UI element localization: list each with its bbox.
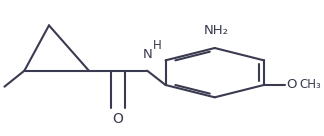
- Text: O: O: [113, 112, 123, 126]
- Text: O: O: [287, 78, 297, 92]
- Text: CH₃: CH₃: [299, 78, 321, 91]
- Text: H: H: [153, 39, 162, 52]
- Text: N: N: [142, 48, 152, 61]
- Text: NH₂: NH₂: [204, 24, 229, 37]
